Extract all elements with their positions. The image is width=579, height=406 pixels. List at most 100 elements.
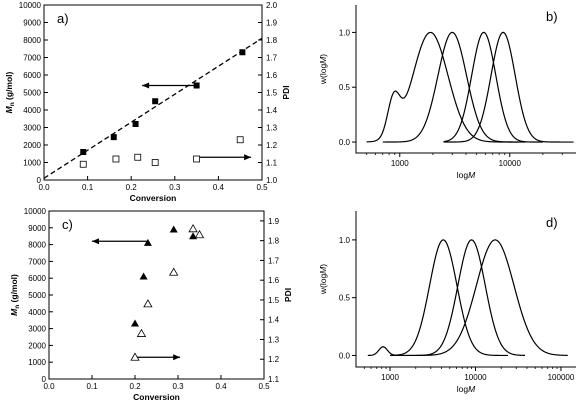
data-point-filled-square	[132, 121, 139, 127]
y-axis-title: Mn (g/mol)	[4, 71, 16, 113]
data-point-filled-triangle	[169, 225, 178, 233]
y2-tick-label: 1.1	[266, 159, 278, 168]
y2-tick-label: 1.7	[268, 256, 280, 265]
panel-label: a)	[57, 11, 69, 26]
y-tick-label: 2000	[28, 341, 46, 350]
data-point-filled-square	[193, 82, 200, 89]
y-tick-label: 6000	[28, 274, 46, 283]
data-point-open-triangle	[130, 352, 140, 361]
y2-tick-label: 1.9	[266, 19, 278, 28]
y-axis-title-italic: M	[318, 266, 328, 274]
y-tick-label: 2000	[23, 141, 41, 150]
y-tick-label: 4000	[28, 308, 46, 317]
y-axis-title-main: w(log	[318, 64, 328, 86]
plot-frame	[43, 4, 263, 181]
y2-tick-label: 1.3	[268, 335, 280, 344]
y-tick-label: 1000	[28, 358, 46, 367]
panel-a: 0.0 0.1 0.2 0.3 0.4 0.5 0 1000 2000 3000 4000 5000 6…	[4, 1, 291, 203]
axes-frame	[355, 211, 576, 368]
y-axis-title-sub: n	[9, 102, 16, 106]
data-point-filled-triangle	[143, 238, 152, 246]
y-axis-title-rest: (g/mol)	[4, 71, 14, 102]
x-tick-label: 0.1	[82, 183, 94, 192]
y-axis-title-end: )	[318, 264, 328, 267]
x-axis-title-main: log	[457, 384, 469, 394]
plot-frame	[48, 210, 265, 380]
y-tick-label: 1.0	[339, 236, 351, 245]
y2-tick-label: 1.5	[268, 296, 280, 305]
y-axis-title-sub: n	[14, 305, 21, 309]
x-tick-label: 10000	[499, 159, 522, 168]
data-point-open-triangle	[143, 299, 153, 308]
y-axis-title-main: M	[4, 105, 14, 113]
y-tick-label: 10000	[19, 1, 42, 10]
arrow-head	[173, 354, 181, 361]
y2-tick-label: 1.4	[268, 316, 280, 325]
y-tick-label: 5000	[23, 89, 41, 98]
y2-tick-label: 1.5	[266, 89, 278, 98]
y-axis-title-rest: (g/mol)	[9, 274, 19, 305]
y-tick-label: 0.0	[339, 138, 351, 147]
y2-tick-label: 2.0	[266, 1, 278, 10]
y-axis-title: Mn (g/mol)	[9, 274, 21, 316]
y-tick-label: 1.0	[339, 28, 351, 37]
y-tick-label: 6000	[23, 71, 41, 80]
y-tick-label: 10000	[24, 207, 47, 216]
y-axis-title-main: M	[9, 308, 19, 316]
panel-label: b)	[546, 9, 558, 24]
distribution-curve-3	[390, 239, 568, 357]
y2-tick-label: 1.4	[266, 106, 278, 115]
x-axis-title-main: log	[457, 170, 469, 180]
y2-tick-label: 1.6	[268, 276, 280, 285]
x-axis-title-italic: M	[468, 384, 476, 394]
data-point-open-triangle	[136, 328, 147, 337]
y2-tick-label: 1.8	[266, 36, 278, 45]
data-point-open-square	[112, 155, 120, 163]
x-tick-label: 0.5	[258, 382, 270, 391]
distribution-curve-2	[390, 239, 526, 357]
x-tick-label: 0.4	[215, 382, 227, 391]
x-tick-label: 0.2	[126, 183, 138, 192]
data-point-open-square	[134, 153, 142, 161]
y-tick-label: 3000	[28, 325, 46, 334]
data-point-filled-triangle	[139, 272, 148, 280]
data-point-open-square	[151, 159, 159, 166]
y-tick-label: 9000	[28, 224, 46, 233]
x-tick-label: 10000	[464, 373, 487, 382]
x-tick-label: 0.0	[38, 183, 50, 192]
data-point-filled-square	[239, 49, 246, 56]
y-axis-title-main: w(log	[318, 274, 328, 296]
y-tick-label: 9000	[23, 19, 41, 28]
x-tick-label: 0.3	[169, 183, 181, 192]
x-tick-label: 0.5	[256, 183, 268, 192]
y-tick-label: 8000	[23, 36, 41, 45]
data-point-filled-triangle	[189, 232, 198, 240]
y-tick-label: 1000	[23, 159, 41, 168]
panel-c: 0.0 0.1 0.2 0.3 0.4 0.5 0 1000 2000 3000 4000 5000 6…	[9, 207, 293, 402]
y-tick-label: 3000	[23, 124, 41, 133]
arrow-head	[92, 238, 99, 245]
data-point-open-square	[193, 155, 201, 163]
data-point-open-triangle	[169, 267, 179, 276]
distribution-curve-2	[382, 31, 526, 143]
panel-label: c)	[62, 217, 73, 232]
x-axis-title: Conversion	[133, 392, 180, 402]
arrow-head	[142, 82, 150, 89]
x-tick-label: 0.0	[43, 382, 55, 391]
y-axis-title: w(logM)	[318, 264, 328, 295]
x-tick-label: 1000	[381, 373, 399, 382]
x-tick-label: 0.3	[172, 382, 184, 391]
x-axis-title-italic: M	[468, 170, 476, 180]
y2-tick-label: 1.2	[268, 355, 280, 364]
data-point-open-triangle	[188, 223, 198, 233]
arrow-head	[244, 154, 252, 161]
y2-tick-label: 1.7	[266, 54, 278, 63]
y2-axis-title: PDI	[283, 288, 293, 302]
y2-tick-label: 1.2	[266, 141, 278, 150]
distribution-curve-1	[367, 239, 508, 357]
distribution-curve-3	[443, 31, 543, 143]
x-axis-title: logM	[457, 170, 476, 180]
x-tick-label: 0.2	[129, 382, 141, 391]
